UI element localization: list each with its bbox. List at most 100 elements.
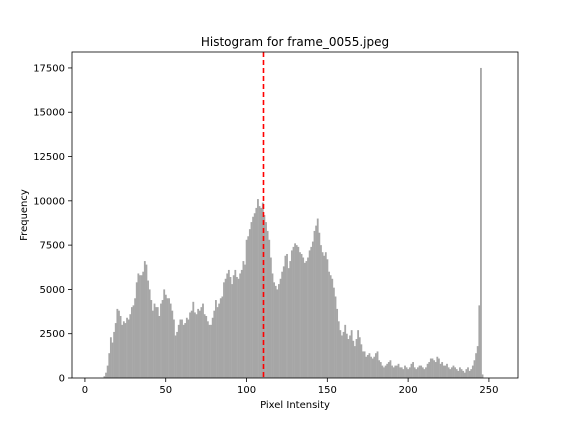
histogram-bar [279, 278, 282, 378]
x-tick-label: 200 [399, 385, 418, 396]
histogram-bar [121, 324, 124, 378]
histogram-bar [143, 261, 146, 378]
histogram-bar [150, 300, 153, 378]
histogram-bar [357, 330, 360, 378]
x-axis-label: Pixel Intensity [260, 400, 330, 411]
histogram-bar [407, 369, 410, 378]
histogram-bar [269, 257, 272, 378]
y-tick-label: 0 [59, 374, 65, 385]
histogram-bar [400, 367, 403, 378]
histogram-bar [429, 358, 432, 378]
histogram-bar [362, 351, 364, 378]
histogram-bar [320, 245, 322, 378]
histogram-bar [415, 369, 418, 378]
histogram-bar [344, 324, 347, 378]
histogram-bar [475, 353, 477, 378]
histogram-bar [250, 222, 253, 378]
histogram-bar [108, 353, 111, 378]
histogram-bar [336, 308, 339, 378]
histogram-bar [345, 333, 348, 378]
histogram-bar [130, 307, 133, 378]
histogram-bar [381, 365, 384, 378]
histogram-bar [363, 351, 366, 378]
histogram-bar [187, 319, 190, 378]
histogram-bar [481, 374, 484, 378]
x-tick-label: 150 [318, 385, 337, 396]
histogram-bar [278, 284, 280, 378]
histogram-bar [302, 257, 305, 378]
histogram-bar [365, 356, 368, 378]
histogram-bar [127, 319, 130, 378]
histogram-bar [473, 360, 476, 378]
histogram-bar [242, 261, 245, 378]
histogram-bar [394, 365, 397, 378]
histogram-bar [311, 241, 314, 378]
histogram-bar [206, 321, 209, 378]
histogram-bar [289, 261, 292, 378]
histogram-bar [299, 252, 301, 378]
histogram-bar [111, 342, 114, 378]
histogram-bar [227, 269, 230, 378]
histogram-bar [119, 315, 122, 378]
histogram-bar [145, 264, 148, 378]
histogram-bar [366, 354, 369, 378]
histogram-bar [245, 239, 248, 378]
x-tick-label: 50 [159, 385, 172, 396]
histogram-bar [368, 353, 371, 378]
histogram-bar [331, 278, 334, 378]
histogram-bar [410, 363, 413, 378]
histogram-bar [447, 367, 450, 378]
histogram-bar [292, 246, 295, 378]
histogram-bar [161, 300, 164, 378]
histogram-bar [431, 358, 434, 378]
histogram-bar [428, 362, 431, 378]
histogram-bar [412, 362, 414, 378]
histogram-bar [224, 278, 227, 378]
histogram-bar [166, 298, 169, 378]
histogram-bar [323, 255, 326, 378]
histogram-bar [155, 307, 158, 378]
histogram-bar [137, 273, 140, 378]
histogram-bar [124, 323, 127, 378]
histogram-bar [387, 362, 390, 378]
histogram-bar [169, 303, 172, 378]
histogram-bar [316, 218, 319, 378]
histogram-bar [179, 319, 182, 378]
histogram-bar [192, 301, 195, 378]
histogram-bar [132, 305, 135, 378]
plot-frame [71, 51, 519, 379]
histogram-bar [353, 346, 356, 378]
histogram-bar [392, 367, 395, 378]
histogram-bar [156, 307, 159, 378]
histogram-bar [208, 324, 211, 378]
histogram-bar [203, 314, 206, 378]
histogram-bar [337, 321, 340, 378]
histogram-bar [426, 363, 429, 378]
histogram-bar [139, 275, 141, 378]
histogram-bar [402, 369, 405, 378]
histogram-bar [404, 365, 406, 378]
histogram-bar [295, 245, 298, 378]
histogram-bar [113, 331, 116, 378]
histogram-bar [384, 365, 387, 378]
histogram-bar [257, 199, 259, 378]
histogram-bar [349, 335, 351, 378]
histogram-bar [342, 331, 345, 378]
histogram-bar [455, 369, 458, 378]
histogram-bar [297, 246, 300, 378]
histogram-bar [328, 271, 330, 378]
histogram-bar [160, 303, 162, 378]
histogram-bar [274, 285, 277, 378]
histogram-bar [106, 365, 109, 378]
x-tick-label: 0 [82, 385, 88, 396]
histogram-bar [129, 314, 132, 378]
histogram-bar [452, 365, 455, 378]
histogram-bar [467, 367, 469, 378]
histogram-bar [239, 273, 242, 378]
histogram-bar [450, 367, 453, 378]
histogram-bar [252, 216, 254, 378]
histogram-bar [405, 367, 408, 378]
histogram-bar [231, 284, 233, 378]
histogram-bar [449, 369, 452, 378]
